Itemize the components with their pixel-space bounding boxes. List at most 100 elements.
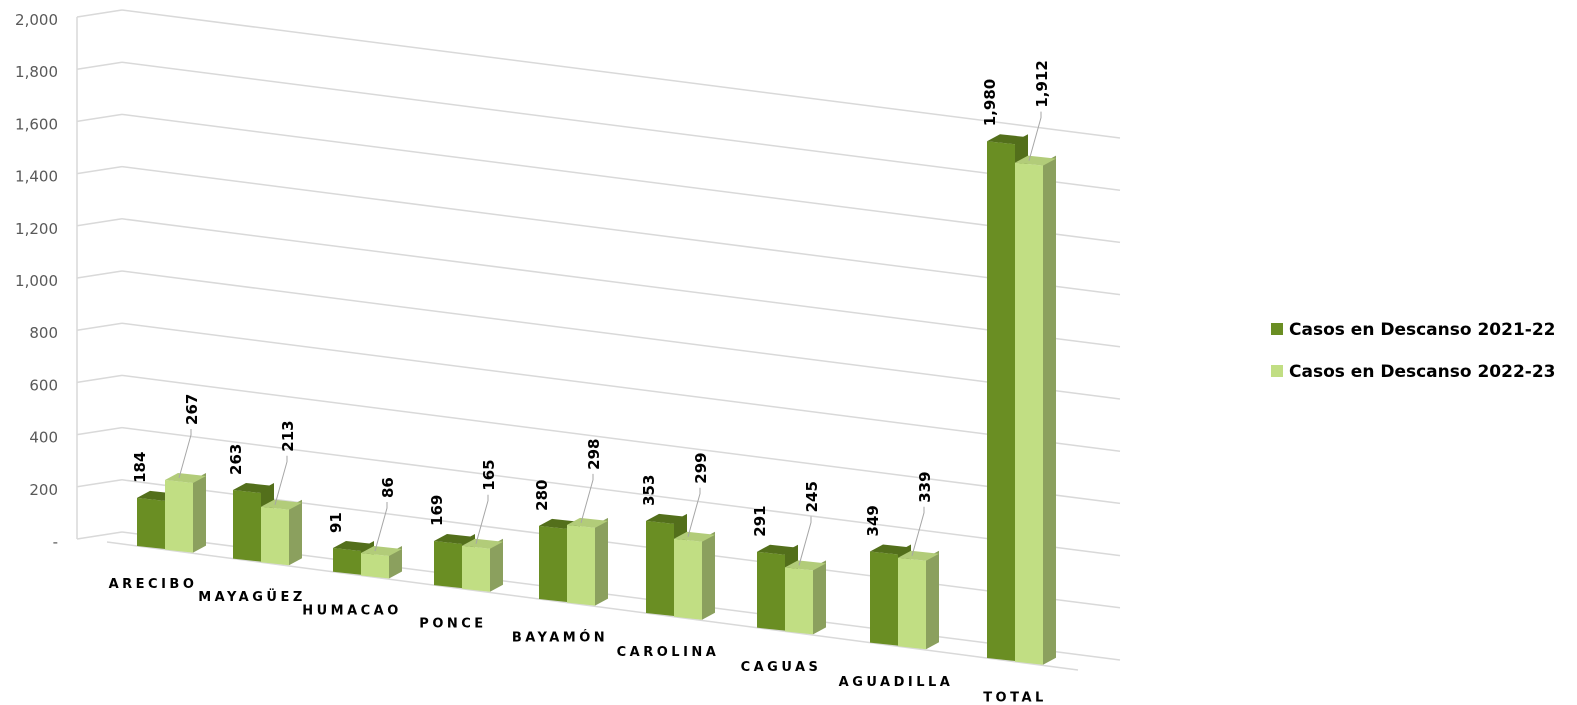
gridline-side [76,165,123,175]
gridline [121,9,1121,139]
bar-group-2 [233,482,302,566]
gridlines [76,9,1121,671]
bar-top [785,560,826,571]
y-tick-label: 1,600 [15,115,58,133]
bar-side [926,550,939,650]
bar-top [165,472,206,483]
data-label-1-9: 1,980 [981,79,999,126]
bar-2-7 [785,560,826,635]
data-label-1-1: 184 [131,452,149,483]
data-label-2-5: 298 [585,439,603,470]
bar-front [165,479,193,553]
bar-front [646,520,674,617]
bar-2-3 [361,546,402,579]
leader-line [274,455,288,505]
legend-item-2: Casos en Descanso 2022-23 [1271,362,1556,382]
bar-2-1 [165,472,206,553]
bar-front [674,538,702,620]
data-label-2-9: 1,912 [1033,60,1051,107]
bar-front [898,557,926,650]
bar-top [987,134,1028,145]
bar-front [261,506,289,566]
bar-front [1015,162,1043,665]
y-tick-label: 1,000 [15,272,58,290]
data-label-2-3: 86 [379,477,397,498]
bar-top [646,513,687,524]
gridline [121,218,1121,348]
bar-side [289,499,302,566]
y-tick-label: 1,800 [15,63,58,81]
bar-group-9 [987,134,1056,665]
legend-swatch-2 [1271,365,1283,377]
bar-top [674,531,715,542]
category-label-1: ARECIBO [109,577,198,592]
gridline-side [76,113,123,123]
bar-group-6 [646,513,715,620]
gridline [121,479,1121,609]
category-label-5: BAYAMÓN [512,630,608,646]
bar-top [1015,155,1056,166]
leader-line [374,502,388,552]
data-label-2-4: 165 [480,459,498,490]
bar-side [813,560,826,635]
bar-group-1 [137,472,206,553]
bar-top [567,517,608,528]
gridline [121,374,1121,505]
bar-side [490,538,503,592]
gridline-side [76,270,123,279]
gridline [121,270,1121,400]
bar-front [137,497,165,549]
leader-line [178,428,192,479]
bar-side [595,517,608,606]
gridline-side [76,9,123,18]
gridline-side [76,218,123,227]
data-label-1-2: 263 [227,444,245,475]
bar-top [233,482,274,493]
data-label-1-8: 349 [864,505,882,536]
category-label-4: PONCE [419,617,486,632]
legend-label-2: Casos en Descanso 2022-23 [1289,362,1556,382]
category-label-6: CAROLINA [617,645,720,660]
y-tick-label: 200 [29,481,58,499]
bar-2-6 [674,531,715,620]
bar-front [870,551,898,646]
y-tick-label: 1,400 [15,168,58,186]
bar-front [987,141,1015,662]
floor-line [106,541,1079,671]
leader-line [580,473,594,523]
data-label-1-3: 91 [327,512,345,533]
data-label-1-4: 169 [428,495,446,526]
data-label-2-6: 299 [692,452,710,483]
gridline [121,165,1121,296]
bar-front [757,551,785,631]
legend-swatch-1 [1271,323,1283,335]
gridline [121,61,1121,191]
data-labels: 184 267 263 213 91 86 169 165 280 298 353 299 291 245… [131,60,1051,566]
bar-top [361,546,402,557]
leader-line [475,494,489,544]
y-tick-label: 600 [29,376,58,394]
bar-front [462,545,490,592]
bar-side [193,472,206,553]
gridline-side [76,322,123,331]
category-label-9: TOTAL [983,691,1047,705]
bar-top [757,544,798,555]
bar-2-9 [1015,155,1056,665]
bar-top [434,533,475,544]
bar-top [898,550,939,561]
data-label-2-1: 267 [183,394,201,425]
leader-line [1028,111,1042,161]
bar-group-3 [333,541,402,579]
bar-top [462,538,503,549]
gridline-side [76,426,123,436]
leader-line [798,516,812,566]
legend-item-1: Casos en Descanso 2021-22 [1271,320,1556,340]
bar-group-7 [757,544,826,635]
y-tick-label: 2,000 [15,11,58,29]
gridline-side [76,479,123,488]
data-label-1-5: 280 [533,480,551,511]
data-label-2-8: 339 [916,471,934,502]
data-label-2-7: 245 [803,481,821,512]
